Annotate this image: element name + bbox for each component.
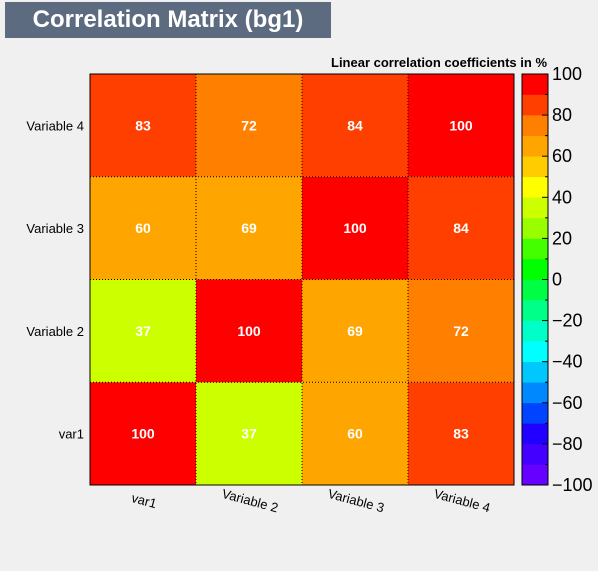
y-label-var1: var1	[59, 427, 84, 442]
chart-subtitle: Linear correlation coefficients in %	[331, 55, 547, 70]
heatmap-gridlines	[90, 74, 514, 485]
colorbar-tick-label: −100	[552, 475, 593, 495]
cell-value-label: 83	[453, 426, 469, 442]
colorbar-segment	[522, 176, 548, 198]
colorbar-segment	[522, 197, 548, 219]
colorbar-segment	[522, 341, 548, 362]
heatmap-cell	[90, 176, 196, 280]
colorbar-tick-label: −20	[552, 311, 583, 331]
colorbar-tick-label: 40	[552, 187, 572, 207]
cell-value-label: 37	[135, 323, 151, 339]
cell-value-label: 83	[135, 117, 151, 133]
cell-value-label: 100	[131, 426, 155, 442]
cell-value-label: 84	[453, 220, 469, 236]
heatmap-cell	[408, 279, 514, 383]
cell-value-label: 72	[453, 323, 469, 339]
heatmap-cell	[90, 74, 196, 177]
colorbar-segment	[522, 258, 548, 280]
heatmap-cell	[196, 74, 302, 177]
colorbar-tick-label: −80	[552, 434, 583, 454]
heatmap-cell	[90, 382, 196, 485]
heatmap-cell	[196, 176, 302, 280]
heatmap-cell	[408, 74, 514, 177]
colorbar-segment	[522, 423, 548, 445]
colorbar-segment	[522, 402, 548, 424]
x-axis-labels: var1 Variable 2 Variable 3 Variable 4	[130, 486, 492, 515]
colorbar-segment	[522, 94, 548, 116]
cell-value-label: 100	[237, 323, 261, 339]
heatmap-cell	[196, 279, 302, 383]
colorbar-segment	[522, 135, 548, 157]
colorbar-segment	[522, 279, 548, 301]
colorbar-tick-label: 80	[552, 105, 572, 125]
heatmap-cell	[302, 382, 408, 485]
x-label-variable-2: Variable 2	[220, 486, 279, 515]
colorbar-segment	[522, 238, 548, 260]
colorbar-tick-label: 100	[552, 64, 582, 84]
cell-value-label: 60	[135, 220, 151, 236]
colorbar-tick-label: 0	[552, 270, 562, 290]
heatmap-cells: 100 37 60 83 37 100 69 72 60 69 100 84 83 72 84 100	[90, 74, 514, 485]
heatmap-cell	[90, 279, 196, 383]
colorbar-segment	[522, 300, 548, 321]
colorbar-segment	[522, 382, 548, 404]
y-label-variable-4: Variable 4	[26, 118, 84, 133]
x-label-variable-3: Variable 3	[326, 486, 385, 515]
colorbar-tick-label: −40	[552, 352, 583, 372]
cell-value-label: 69	[347, 323, 363, 339]
colorbar-ticks: 100 80 60 40 20 0 −20 −40 −60 −80 −100	[542, 64, 593, 495]
colorbar-segment	[522, 115, 548, 136]
colorbar-segment	[522, 464, 548, 486]
colorbar-segment	[522, 156, 548, 178]
cell-value-label: 69	[241, 220, 257, 236]
cell-value-label: 84	[347, 117, 363, 133]
colorbar-tick-label: 20	[552, 228, 572, 248]
x-label-var1: var1	[130, 490, 158, 511]
heatmap-cell	[196, 382, 302, 485]
colorbar-segment	[522, 217, 548, 239]
heatmap-cell	[408, 382, 514, 485]
heatmap-cell	[302, 74, 408, 177]
cell-value-label: 100	[343, 220, 367, 236]
heatmap-cell	[408, 176, 514, 280]
chart-title: Correlation Matrix (bg1)	[5, 2, 331, 38]
colorbar-segment	[522, 320, 548, 342]
heatmap-cell	[302, 176, 408, 280]
plot-frame	[89, 73, 515, 486]
heatmap-cell	[302, 279, 408, 383]
colorbar	[521, 73, 549, 486]
colorbar-tick-label: −60	[552, 393, 583, 413]
y-axis-labels: var1 Variable 2 Variable 3 Variable 4	[26, 118, 84, 441]
cell-value-label: 37	[241, 426, 257, 442]
colorbar-segment	[522, 443, 548, 465]
y-label-variable-2: Variable 2	[26, 324, 84, 339]
colorbar-segment	[522, 361, 548, 383]
colorbar-tick-label: 60	[552, 146, 572, 166]
y-label-variable-3: Variable 3	[26, 221, 84, 236]
cell-value-label: 100	[449, 117, 473, 133]
cell-value-label: 60	[347, 426, 363, 442]
x-label-variable-4: Variable 4	[432, 486, 491, 515]
cell-value-label: 72	[241, 117, 257, 133]
colorbar-segment	[522, 74, 548, 95]
